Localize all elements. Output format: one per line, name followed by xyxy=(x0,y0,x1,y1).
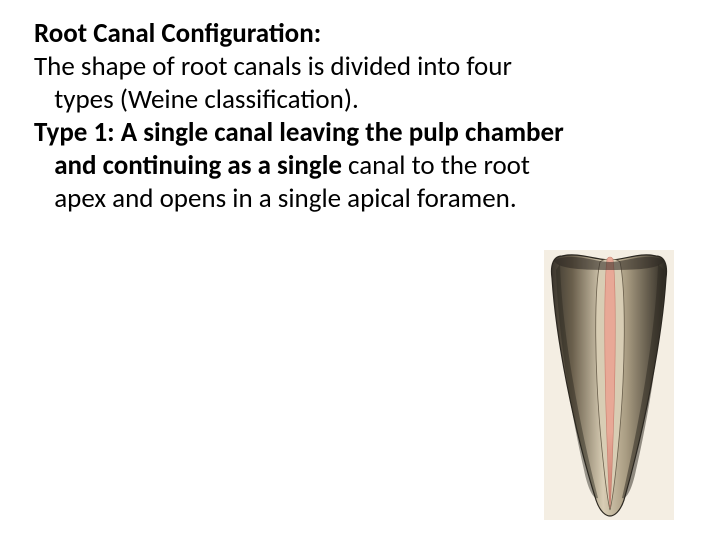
para2-bold-line1: Type 1: A single canal leaving the pulp … xyxy=(34,116,564,149)
para1-line1: The shape of root canals is divided into… xyxy=(34,50,512,83)
heading: Root Canal Configuration: xyxy=(42,18,692,51)
paragraph-intro: The shape of root canals is divided into… xyxy=(42,51,692,117)
paragraph-type1: Type 1: A single canal leaving the pulp … xyxy=(42,117,692,216)
slide: Root Canal Configuration: The shape of r… xyxy=(0,0,720,540)
para2-plain-line3: apex and opens in a single apical forame… xyxy=(54,182,516,215)
text-body: Root Canal Configuration: The shape of r… xyxy=(42,18,692,216)
tooth-root-icon xyxy=(544,250,674,520)
root-canal-illustration xyxy=(544,250,674,520)
para2-plain-line2: canal to the root xyxy=(342,149,530,182)
para2-bold-line2: and continuing as a single xyxy=(54,149,342,182)
para1-line2: types (Weine classification). xyxy=(54,83,359,116)
